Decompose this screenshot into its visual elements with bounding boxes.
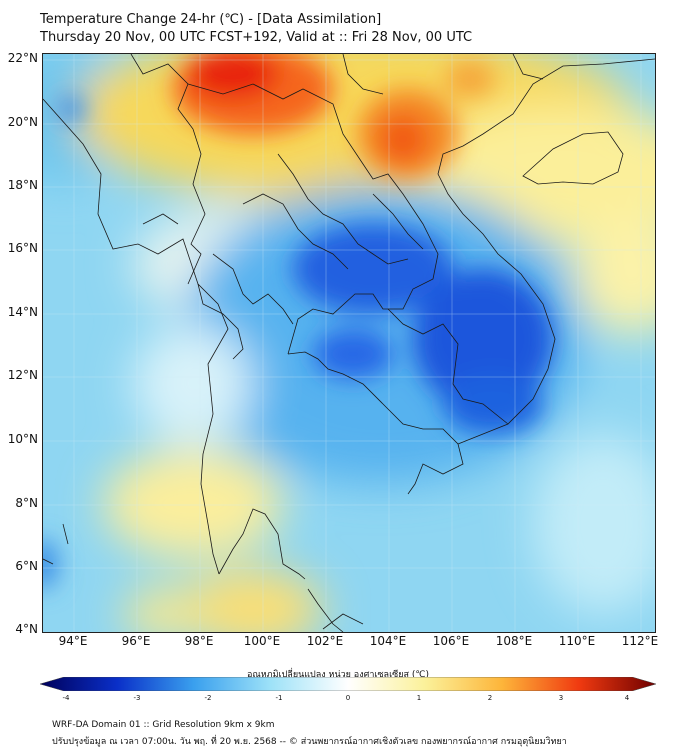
map-canvas [43, 54, 655, 632]
lon-tick: 94°E [58, 634, 88, 648]
map-title: Temperature Change 24-hr (℃) - [Data Ass… [40, 12, 382, 27]
lon-tick: 106°E [432, 634, 470, 648]
lon-tick: 102°E [306, 634, 344, 648]
lon-tick: 110°E [558, 634, 596, 648]
lat-tick: 20°N [7, 115, 38, 129]
temperature-change-map[interactable] [42, 53, 656, 633]
footer-model-info: WRF-DA Domain 01 :: Grid Resolution 9km … [52, 720, 275, 730]
lon-tick: 100°E [243, 634, 281, 648]
lat-tick: 8°N [15, 496, 38, 510]
lon-tick: 96°E [121, 634, 151, 648]
lat-tick: 14°N [7, 305, 38, 319]
colorbar-tick: -2 [204, 694, 212, 702]
colorbar-tick: -4 [62, 694, 70, 702]
colorbar [40, 677, 656, 691]
lon-tick: 112°E [621, 634, 659, 648]
colorbar-tick: 2 [487, 694, 493, 702]
colorbar-tick: 1 [416, 694, 422, 702]
colorbar-tick: 0 [345, 694, 351, 702]
lat-tick: 18°N [7, 178, 38, 192]
lat-tick: 16°N [7, 241, 38, 255]
lon-tick: 104°E [369, 634, 407, 648]
coastlines-borders [43, 54, 655, 632]
colorbar-tick: 3 [558, 694, 564, 702]
footer-credit: ปรับปรุงข้อมูล ณ เวลา 07:00น. วัน พฤ. ที… [52, 737, 567, 747]
temperature-extremes [43, 54, 553, 589]
map-subtitle: Thursday 20 Nov, 00 UTC FCST+192, Valid … [40, 30, 473, 45]
colorbar-tick: -3 [133, 694, 141, 702]
colorbar-bar [40, 677, 656, 691]
lat-tick: 22°N [7, 51, 38, 65]
lat-tick: 4°N [15, 622, 38, 636]
colorbar-tick: 4 [624, 694, 630, 702]
lon-tick: 98°E [184, 634, 214, 648]
lon-tick: 108°E [495, 634, 533, 648]
lat-tick: 6°N [15, 559, 38, 573]
lat-tick: 12°N [7, 368, 38, 382]
colorbar-tick: -1 [275, 694, 283, 702]
lat-tick: 10°N [7, 432, 38, 446]
colorbar-label: อุณหภูมิเปลี่ยนแปลง หน่วย องศาเซลเซียส (… [246, 670, 430, 680]
